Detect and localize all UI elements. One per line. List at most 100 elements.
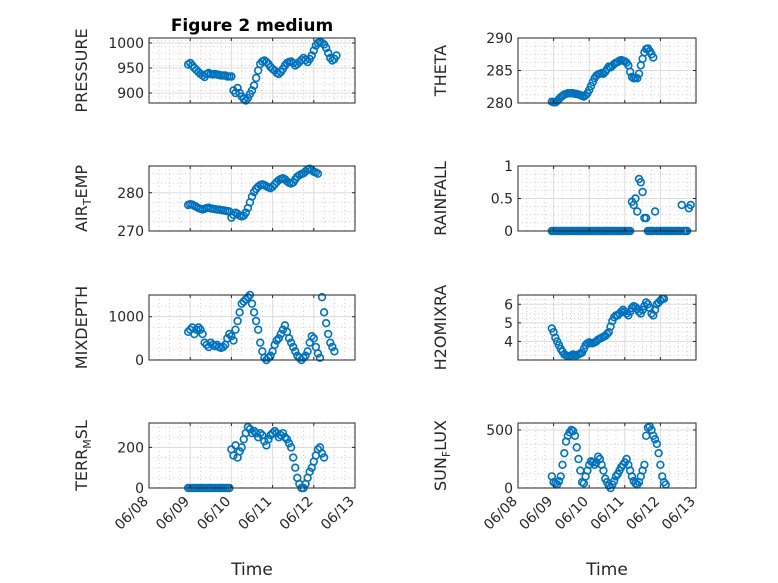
subplot-1: 900 950 1000 PRESSURE Figure 2 medium — [72, 16, 356, 113]
x-tick-label: 06/10 — [552, 494, 592, 534]
data-series — [183, 164, 323, 222]
data-point — [309, 46, 318, 55]
data-point — [570, 431, 580, 440]
data-point — [237, 299, 246, 308]
data-point — [650, 435, 660, 444]
x-tick-label: 06/13 — [659, 494, 699, 534]
data-point — [317, 292, 327, 302]
y-label-part: LUX — [431, 420, 450, 451]
axes-box — [148, 37, 356, 104]
data-point — [249, 308, 259, 317]
y-label-subscript: F — [440, 451, 453, 457]
data-point — [556, 472, 565, 481]
y-tick-label: 270 — [117, 224, 144, 240]
data-point — [241, 295, 251, 304]
subplot-7: 0 200 06/08 06/09 06/10 06/11 06/12 06/13 TERRMS… — [72, 420, 358, 580]
data-point — [652, 439, 662, 449]
data-point — [274, 334, 283, 343]
x-tick-label: 06/10 — [194, 494, 234, 534]
data-point — [264, 353, 273, 363]
data-point — [568, 426, 578, 436]
y-tick-label: 5 — [504, 316, 513, 332]
data-point — [233, 83, 242, 93]
data-point — [321, 43, 331, 53]
data-point — [274, 69, 283, 79]
data-point — [247, 428, 257, 438]
data-point — [627, 303, 637, 313]
data-point — [268, 182, 277, 191]
y-axis-label: AIRTEMP — [72, 165, 94, 232]
data-point — [558, 460, 567, 469]
y-tick-label: 6 — [504, 297, 513, 313]
data-point — [198, 329, 207, 339]
data-point — [633, 207, 642, 216]
data-point — [330, 347, 339, 356]
data-point — [640, 460, 649, 469]
data-point — [233, 316, 242, 326]
data-point — [656, 460, 665, 469]
data-point — [278, 325, 288, 334]
data-point — [237, 443, 246, 452]
data-point — [235, 447, 244, 456]
data-point — [319, 308, 329, 317]
data-point — [307, 51, 316, 60]
y-label-part: THETA — [431, 45, 450, 97]
data-point — [301, 55, 310, 65]
y-label-subscript: T — [81, 198, 94, 206]
data-point — [686, 200, 695, 210]
data-point — [321, 318, 331, 328]
y-axis-label: MIXDEPTH — [72, 286, 91, 369]
y-label-part: TERR — [72, 449, 91, 492]
data-point — [256, 338, 265, 347]
data-point — [649, 53, 658, 62]
y-label-part: PRESSURE — [72, 28, 91, 112]
y-axis-label: RAINFALL — [431, 161, 450, 236]
x-tick-label: 06/08 — [112, 494, 152, 534]
x-tick-label: 06/11 — [236, 494, 276, 534]
data-point — [278, 428, 288, 438]
data-point — [196, 325, 205, 334]
chart-title: Figure 2 medium — [171, 16, 333, 36]
data-point — [677, 200, 686, 210]
y-tick-label: 0.5 — [491, 192, 513, 208]
data-point — [231, 325, 240, 334]
y-label-part: RAINFALL — [431, 161, 450, 236]
data-point — [225, 329, 234, 339]
data-point — [286, 443, 296, 452]
subplot-6: 4 5 6 H2OMIXRA — [431, 285, 697, 370]
data-point — [239, 297, 248, 306]
data-point — [324, 329, 333, 339]
y-tick-label: 0 — [135, 481, 144, 497]
data-series — [547, 422, 670, 493]
data-point — [584, 85, 594, 95]
data-point — [272, 336, 281, 345]
data-point — [599, 466, 608, 475]
data-point — [303, 347, 312, 356]
data-point — [627, 72, 637, 82]
data-point — [328, 342, 337, 352]
data-point — [253, 325, 263, 334]
y-label-part: SUN — [431, 457, 450, 491]
data-point — [289, 453, 298, 462]
x-tick-label: 06/09 — [517, 494, 557, 534]
data-series — [547, 44, 658, 107]
y-axis-label: SUNFLUX — [431, 420, 453, 491]
data-point — [291, 463, 300, 472]
data-point — [256, 428, 265, 438]
data-point — [633, 74, 642, 83]
data-point — [554, 476, 564, 486]
data-point — [262, 57, 271, 67]
data-point — [243, 93, 253, 103]
data-point — [229, 451, 238, 460]
y-tick-label: 285 — [486, 64, 513, 80]
x-tick-label: 06/09 — [153, 494, 193, 534]
y-label-part: SL — [72, 420, 91, 439]
y-tick-label: 0 — [504, 224, 513, 240]
subplot-2: 280 285 290 THETA — [431, 31, 697, 112]
data-point — [266, 351, 275, 360]
data-point — [315, 353, 325, 363]
data-point — [307, 331, 316, 341]
y-axis-label: THETA — [431, 45, 450, 97]
data-point — [313, 349, 323, 358]
data-point — [299, 353, 308, 363]
